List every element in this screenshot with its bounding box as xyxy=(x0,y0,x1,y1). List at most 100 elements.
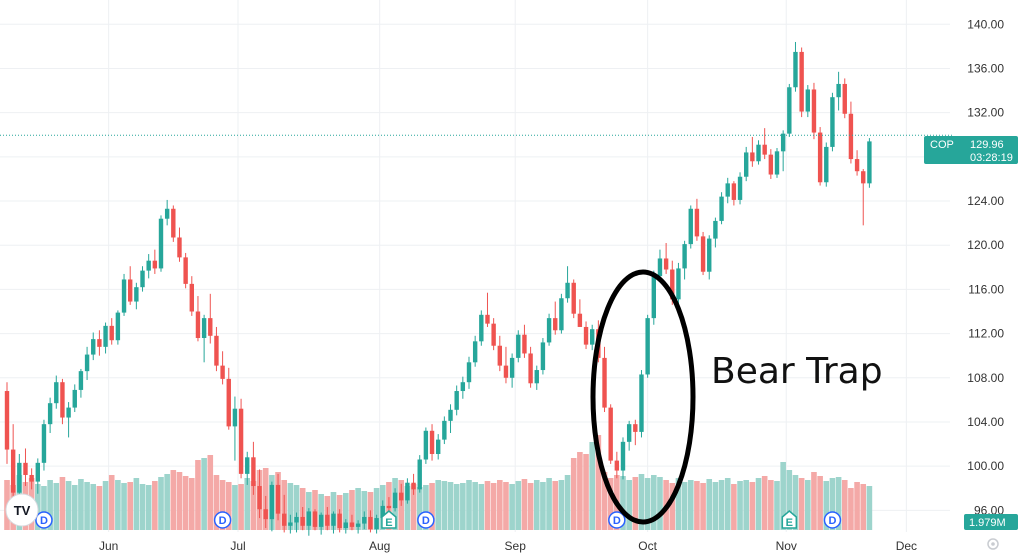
candle-body xyxy=(713,220,718,239)
dividend-marker[interactable]: D xyxy=(417,511,435,529)
volume-bar xyxy=(700,483,706,530)
dividend-marker[interactable]: D xyxy=(35,511,53,529)
candle xyxy=(368,510,373,533)
candle-body xyxy=(571,282,576,314)
tradingview-logo[interactable]: TV xyxy=(5,493,39,527)
volume-bar xyxy=(84,482,90,530)
candle-body xyxy=(472,341,478,363)
dividend-marker-circle[interactable] xyxy=(417,511,435,529)
candle xyxy=(300,507,305,531)
x-axis: Jun Jul Aug Sep Oct Nov Dec xyxy=(99,539,917,553)
candle xyxy=(257,469,262,519)
dividend-marker-circle[interactable] xyxy=(608,511,626,529)
x-tick-label: Dec xyxy=(896,539,917,553)
candle xyxy=(294,512,299,533)
candle-body xyxy=(854,159,860,172)
candle-body xyxy=(195,311,201,339)
dividend-marker-label: D xyxy=(828,515,836,527)
volume-bar xyxy=(786,470,793,530)
candle-body xyxy=(676,268,681,300)
candle xyxy=(645,314,650,378)
candle xyxy=(417,455,422,493)
volume-bar xyxy=(152,481,158,530)
candle-body xyxy=(799,51,804,112)
candle-body xyxy=(140,270,145,288)
candle xyxy=(799,47,804,118)
volume-value-label: 1.979M xyxy=(969,517,1006,529)
candle-body xyxy=(306,511,312,526)
candle-body xyxy=(614,460,620,471)
x-tick-label: Jun xyxy=(99,539,118,553)
volume-bar xyxy=(373,488,380,530)
y-tick-label: 140.00 xyxy=(967,17,1004,31)
candle-body xyxy=(762,144,767,155)
candle-body xyxy=(72,389,77,408)
volume-bar xyxy=(47,480,53,530)
candle xyxy=(713,217,718,248)
dividend-marker-label: D xyxy=(422,515,430,527)
earnings-marker[interactable]: E xyxy=(781,510,798,529)
volume-bar xyxy=(589,442,595,530)
candle-body xyxy=(109,325,114,341)
dividend-marker[interactable]: D xyxy=(213,511,232,529)
candle xyxy=(577,299,583,327)
volume-bar xyxy=(527,483,534,530)
candle xyxy=(553,301,558,335)
price-candles xyxy=(4,41,872,536)
volume-bar xyxy=(533,480,540,530)
candle xyxy=(842,78,847,119)
candle-body xyxy=(245,457,250,474)
candle-body xyxy=(41,424,47,463)
volume-bar xyxy=(848,488,854,530)
volume-bar xyxy=(694,481,700,530)
candle-body xyxy=(811,89,817,133)
earnings-marker[interactable]: E xyxy=(381,510,397,529)
volume-bar xyxy=(189,478,195,530)
earnings-marker-shape[interactable] xyxy=(781,510,798,529)
candle-body xyxy=(429,430,435,454)
volume-bar xyxy=(65,481,72,530)
volume-bar xyxy=(108,475,115,530)
candle-body xyxy=(645,318,650,375)
candle xyxy=(485,292,490,327)
volume-bar xyxy=(675,478,682,530)
earnings-marker-shape[interactable] xyxy=(381,510,397,529)
dividend-marker[interactable]: D xyxy=(608,511,626,529)
candle-body xyxy=(152,260,158,269)
dividend-marker-circle[interactable] xyxy=(213,511,232,529)
volume-bar xyxy=(503,482,509,530)
candle-body xyxy=(491,323,496,346)
volume-bar xyxy=(195,460,201,530)
candle xyxy=(158,215,164,272)
candle-body xyxy=(731,183,737,200)
dividend-marker-circle[interactable] xyxy=(823,511,842,529)
volume-bar xyxy=(601,472,608,530)
volume-bar xyxy=(595,435,602,530)
y-tick-label: 136.00 xyxy=(967,61,1004,75)
settings-gear-icon[interactable] xyxy=(987,538,999,550)
volume-bar xyxy=(546,478,552,530)
candle-body xyxy=(719,196,724,221)
candle xyxy=(214,326,219,372)
volume-bar xyxy=(577,452,583,530)
candle-body xyxy=(787,87,792,134)
volume-bar xyxy=(478,484,485,530)
symbol-label: COP xyxy=(930,139,954,151)
candle xyxy=(534,365,539,390)
candle-body xyxy=(380,505,385,519)
candle-body xyxy=(294,516,299,523)
volume-bar xyxy=(829,478,836,530)
volume-bar xyxy=(238,484,244,530)
candle xyxy=(35,458,40,494)
x-tick-label: Sep xyxy=(505,539,527,553)
gear-ring[interactable] xyxy=(987,538,999,550)
dividend-marker[interactable]: D xyxy=(823,511,842,529)
logo-badge[interactable] xyxy=(5,493,39,527)
dividend-marker-circle[interactable] xyxy=(35,511,53,529)
volume-bar xyxy=(343,493,349,530)
candle-body xyxy=(312,511,318,527)
volume-bar xyxy=(490,483,497,530)
volume-bar xyxy=(349,490,355,530)
volume-bar xyxy=(798,478,805,530)
candle-body xyxy=(392,492,398,509)
